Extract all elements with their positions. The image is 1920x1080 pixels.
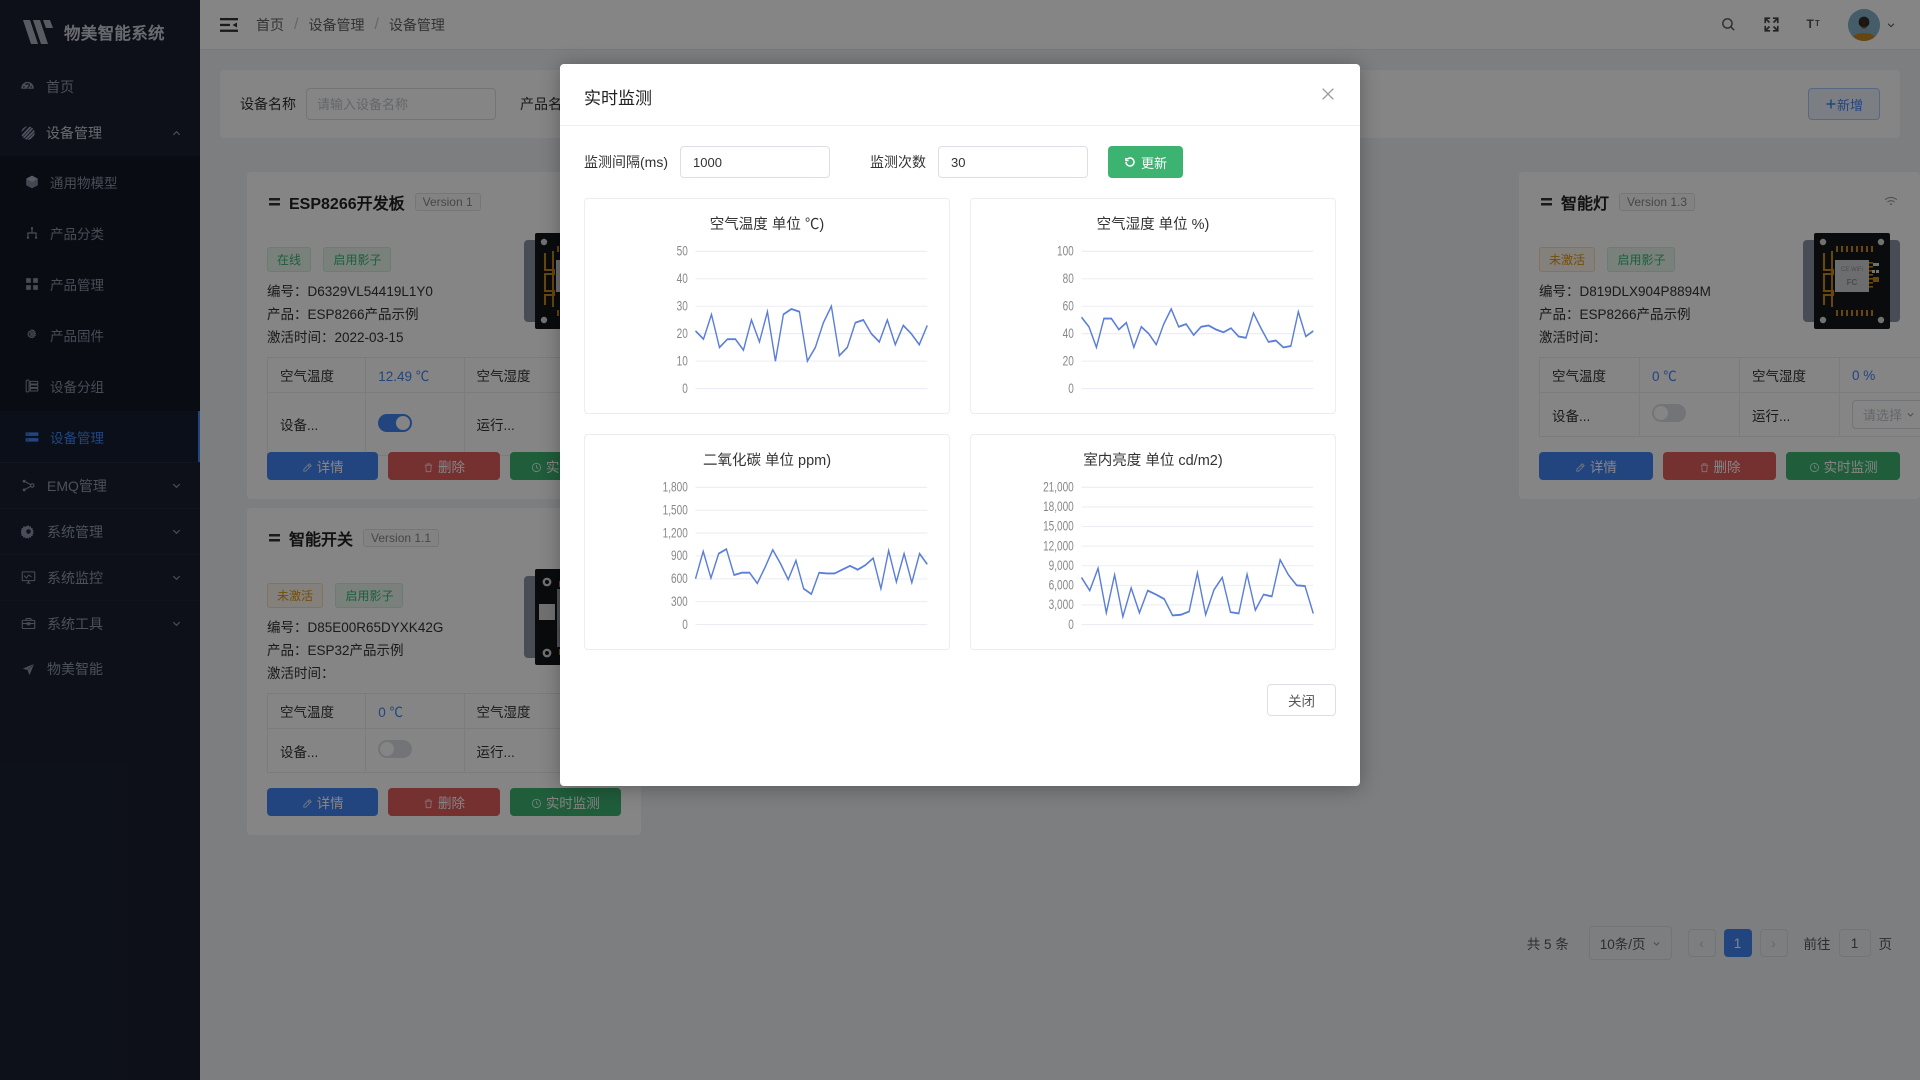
svg-text:12,000: 12,000 <box>1043 538 1074 554</box>
svg-text:18,000: 18,000 <box>1043 499 1074 515</box>
svg-text:1,200: 1,200 <box>663 525 688 541</box>
svg-text:20: 20 <box>1063 353 1074 369</box>
svg-text:21,000: 21,000 <box>1043 479 1074 495</box>
svg-text:0: 0 <box>1068 616 1074 632</box>
svg-text:3,000: 3,000 <box>1049 597 1074 613</box>
svg-text:30: 30 <box>677 298 688 314</box>
svg-text:0: 0 <box>682 616 688 632</box>
svg-text:10: 10 <box>677 353 688 369</box>
svg-text:1,500: 1,500 <box>663 502 688 518</box>
svg-text:1,800: 1,800 <box>663 479 688 495</box>
svg-text:60: 60 <box>1063 298 1074 314</box>
svg-text:100: 100 <box>1057 243 1074 259</box>
svg-text:900: 900 <box>671 548 688 564</box>
svg-text:0: 0 <box>682 380 688 396</box>
svg-text:15,000: 15,000 <box>1043 518 1074 534</box>
svg-text:0: 0 <box>1068 380 1074 396</box>
svg-text:300: 300 <box>671 593 688 609</box>
svg-text:9,000: 9,000 <box>1049 557 1074 573</box>
svg-text:40: 40 <box>1063 325 1074 341</box>
svg-text:20: 20 <box>677 325 688 341</box>
svg-text:40: 40 <box>677 270 688 286</box>
svg-text:6,000: 6,000 <box>1049 577 1074 593</box>
svg-text:50: 50 <box>677 243 688 259</box>
svg-text:600: 600 <box>671 571 688 587</box>
svg-text:80: 80 <box>1063 270 1074 286</box>
